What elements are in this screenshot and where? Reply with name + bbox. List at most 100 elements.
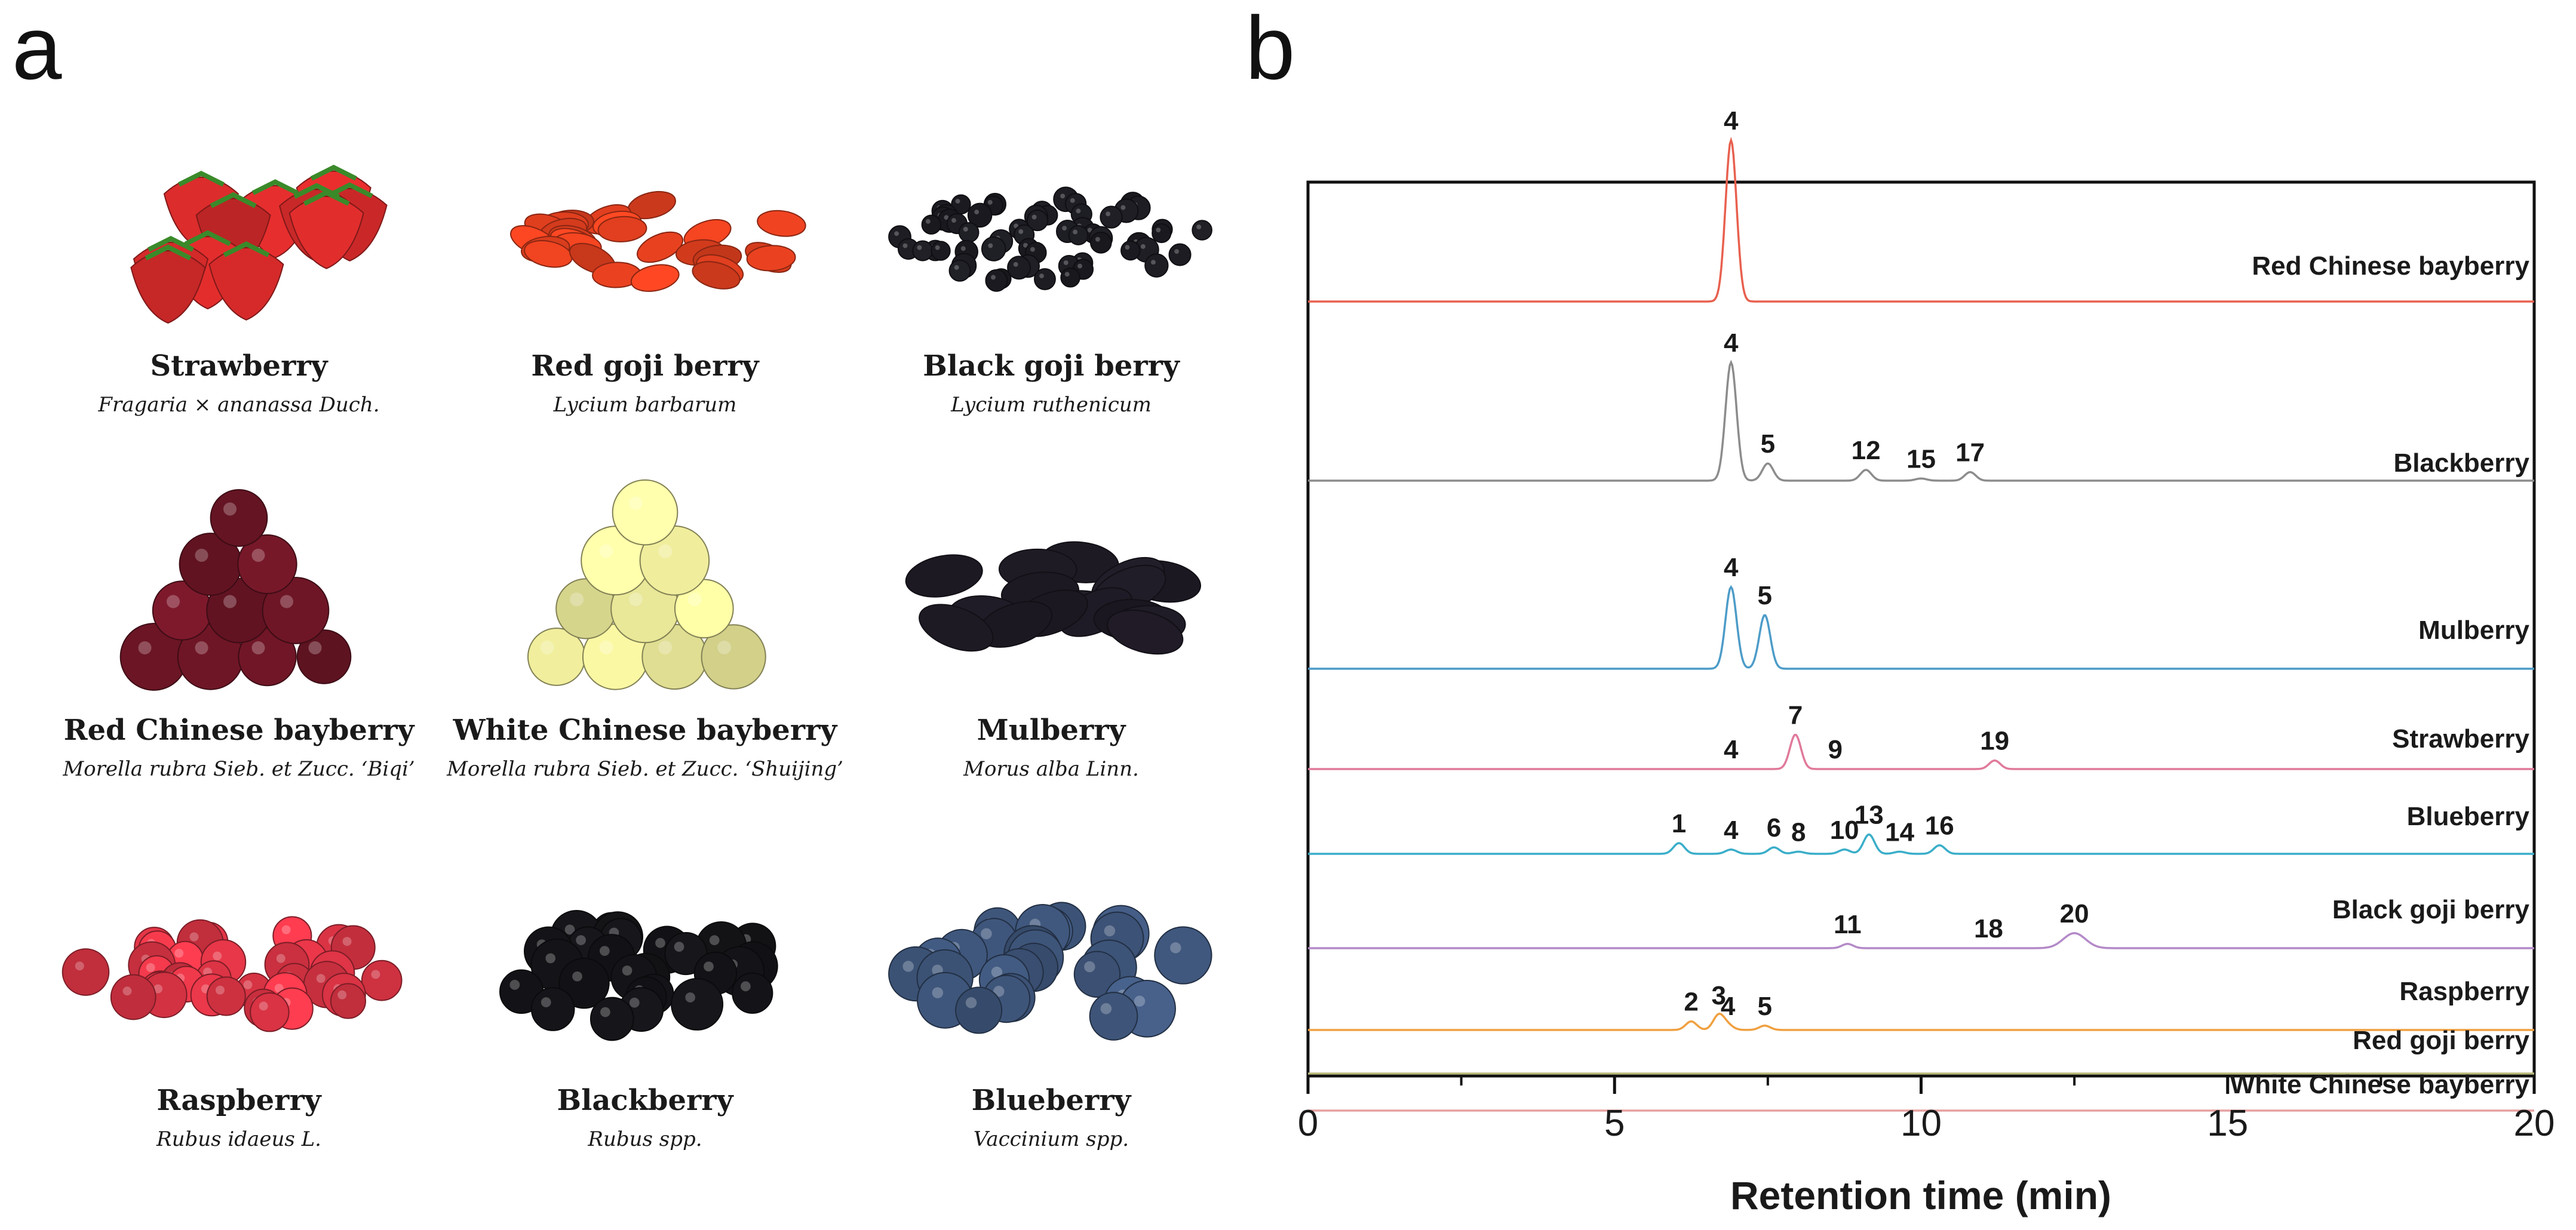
fruit-name: Red goji berry	[531, 349, 759, 383]
fruit-highlight	[709, 935, 720, 946]
fruit-latin-name: Morus alba Linn.	[963, 757, 1139, 781]
peak-label: 4	[1724, 328, 1739, 358]
fruit-berry	[130, 250, 206, 324]
fruit-berry	[1152, 223, 1172, 244]
fruit-highlight	[215, 985, 225, 995]
fruit-highlight	[1150, 260, 1156, 265]
series-line	[1308, 359, 2534, 482]
series-label: Strawberry	[2392, 724, 2529, 754]
fruit-highlight	[1018, 229, 1024, 234]
fruit-latin-name: Vaccinium spp.	[973, 1127, 1129, 1151]
series-line	[1308, 834, 2534, 855]
fruit-highlight	[1125, 245, 1130, 250]
fruit-highlight	[1073, 229, 1078, 235]
fruit-highlight	[251, 549, 265, 562]
fruit-name: Black goji berry	[923, 349, 1180, 383]
peak-label: 13	[1855, 801, 1884, 830]
fruit-highlight	[932, 987, 944, 998]
fruit-name: White Chinese bayberry	[453, 714, 837, 747]
fruit-berry	[1073, 951, 1121, 998]
fruit-cell-black-goji-berry: Black goji berry Lycium ruthenicum	[842, 113, 1260, 496]
fruit-berry	[967, 202, 993, 228]
fruit-highlight	[75, 961, 84, 971]
fruit-highlight	[280, 595, 293, 608]
panel-a-letter: a	[12, 0, 62, 98]
plot-frame	[1306, 180, 2536, 1078]
fruit-name: Blueberry	[971, 1084, 1131, 1117]
peak-label: 20	[2060, 899, 2089, 928]
x-tick-label: 0	[1298, 1103, 1318, 1144]
fruit-highlight	[991, 275, 996, 280]
series-label: Raspberry	[2399, 977, 2529, 1006]
fruit-berry	[262, 577, 330, 644]
fruit-highlight	[371, 970, 380, 979]
fruit-highlight	[174, 949, 184, 958]
fruit-highlight	[189, 932, 199, 942]
fruit-highlight	[717, 640, 732, 654]
x-axis: 0 5 10 15 20	[1298, 1076, 2554, 1144]
series-label: Black goji berry	[2332, 895, 2530, 924]
fruit-highlight	[925, 219, 931, 224]
panel-b-letter: b	[1245, 0, 1295, 98]
fruit-berry	[757, 210, 806, 237]
fruit-latin-name: Lycium barbarum	[553, 393, 737, 417]
fruit-highlight	[1060, 193, 1066, 199]
fruit-latin-name: Fragaria × ananassa Duch.	[98, 393, 380, 417]
fruit-berry	[921, 214, 942, 235]
fruit-highlight	[935, 245, 940, 250]
fruit-highlight	[951, 218, 956, 223]
fruit-highlight	[1063, 260, 1069, 265]
fruit-highlight	[1156, 227, 1161, 233]
fruit-berry	[948, 259, 971, 282]
fruit-highlight	[153, 984, 163, 994]
fruit-berry	[1168, 243, 1192, 266]
series-label: Mulberry	[2418, 616, 2529, 645]
fruit-highlight	[993, 986, 1005, 997]
peak-label: 7	[1788, 700, 1803, 730]
fruit-highlight	[1062, 226, 1067, 231]
blueberry-photo	[888, 902, 1212, 1041]
fruit-cell-white-chinese-bayberry: White Chinese bayberry Morella rubra Sie…	[436, 478, 854, 860]
fruit-highlight	[628, 592, 643, 607]
fruit-leaf	[251, 179, 299, 195]
fruit-highlight	[1095, 236, 1100, 242]
series-black-goji-berry: 11 18 20 Black goji berry	[1308, 895, 2534, 949]
fruit-berry	[296, 629, 352, 684]
fruit-cell-red-chinese-bayberry: Red Chinese bayberry Morella rubra Sieb.…	[30, 478, 448, 860]
peak-label: 8	[1791, 817, 1806, 847]
fruit-berry	[985, 269, 1008, 292]
fruit-highlight	[599, 640, 613, 654]
fruit-highlight	[545, 953, 556, 964]
fruit-berry	[919, 604, 994, 652]
fruit-berry	[558, 957, 610, 1009]
fruit-name: Raspberry	[156, 1084, 321, 1117]
fruit-highlight	[541, 997, 551, 1008]
fruit-berry	[237, 534, 297, 595]
fruit-highlight	[685, 992, 696, 1003]
fruit-berry	[1060, 267, 1080, 288]
fruit-highlight	[259, 1001, 268, 1011]
fruit-highlight	[917, 245, 922, 250]
peak-label: 5	[1758, 581, 1772, 610]
fruit-highlight	[167, 595, 180, 608]
fruit-berry	[1154, 926, 1212, 985]
fruit-highlight	[570, 592, 584, 607]
fruit-highlight	[991, 966, 1003, 978]
fruit-highlight	[965, 997, 977, 1008]
fruit-highlight	[629, 997, 640, 1008]
fruit-berry	[1107, 609, 1184, 655]
fruit-berry	[110, 974, 156, 1020]
fruit-berry	[637, 231, 684, 263]
fruit-berry	[1089, 231, 1112, 254]
fruit-highlight	[1023, 242, 1028, 248]
fruit-highlight	[1174, 249, 1180, 254]
fruit-berry	[981, 236, 1006, 262]
fruit-highlight	[316, 974, 326, 983]
red-goji-berry-photo	[510, 190, 806, 292]
peak-label: 14	[1885, 817, 1914, 847]
blackberry-photo	[499, 910, 778, 1041]
peak-label: 4	[1724, 735, 1739, 764]
fruit-berry	[361, 960, 403, 1001]
